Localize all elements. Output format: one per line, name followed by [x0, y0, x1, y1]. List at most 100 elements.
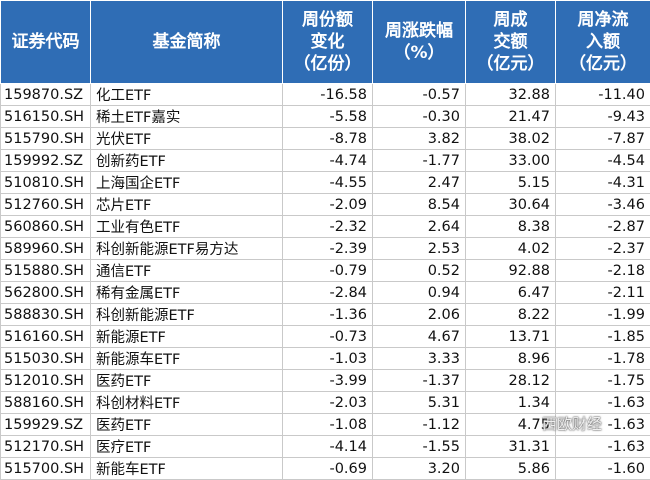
name-cell: 科创新能源ETF易方达: [91, 238, 283, 260]
number-cell: 31.31: [466, 436, 556, 458]
number-cell: -3.99: [283, 370, 373, 392]
header-line: 交额: [466, 31, 555, 53]
name-cell: 稀有金属ETF: [91, 282, 283, 304]
header-line: （亿元）: [556, 53, 650, 75]
number-cell: 4.67: [373, 326, 466, 348]
number-cell: 2.47: [373, 172, 466, 194]
number-cell: 28.12: [466, 370, 556, 392]
name-cell: 通信ETF: [91, 260, 283, 282]
number-cell: -16.58: [283, 84, 373, 106]
number-cell: 5.86: [466, 458, 556, 480]
number-cell: -1.85: [556, 326, 650, 348]
name-cell: 上海国企ETF: [91, 172, 283, 194]
code-cell: 515700.SH: [1, 458, 91, 480]
code-cell: 515030.SH: [1, 348, 91, 370]
number-cell: -3.46: [556, 194, 650, 216]
header-row: 证券代码基金简称周份额变化（亿份）周涨跌幅（%）周成交额（亿元）周净流入额（亿元…: [1, 1, 650, 84]
header-line: （亿元）: [466, 53, 555, 75]
number-cell: -1.37: [373, 370, 466, 392]
code-cell: 560860.SH: [1, 216, 91, 238]
number-cell: 2.06: [373, 304, 466, 326]
number-cell: -0.69: [283, 458, 373, 480]
code-cell: 589960.SH: [1, 238, 91, 260]
number-cell: -1.08: [283, 414, 373, 436]
number-cell: -4.55: [283, 172, 373, 194]
number-cell: 2.64: [373, 216, 466, 238]
number-cell: -2.39: [283, 238, 373, 260]
name-cell: 芯片ETF: [91, 194, 283, 216]
number-cell: -1.36: [283, 304, 373, 326]
name-cell: 医疗ETF: [91, 436, 283, 458]
number-cell: -9.43: [556, 106, 650, 128]
code-cell: 512010.SH: [1, 370, 91, 392]
name-cell: 新能源车ETF: [91, 348, 283, 370]
number-cell: 3.82: [373, 128, 466, 150]
number-cell: 5.15: [466, 172, 556, 194]
number-cell: 8.54: [373, 194, 466, 216]
page: {"table": { "header": [["证券代码"], ["基金简称"…: [0, 0, 650, 444]
number-cell: -4.54: [556, 150, 650, 172]
number-cell: 21.47: [466, 106, 556, 128]
number-cell: -5.58: [283, 106, 373, 128]
name-cell: 光伏ETF: [91, 128, 283, 150]
number-cell: 4.02: [466, 238, 556, 260]
name-cell: 新能源ETF: [91, 326, 283, 348]
number-cell: -1.75: [556, 370, 650, 392]
code-cell: 159870.SZ: [1, 84, 91, 106]
number-cell: -2.84: [283, 282, 373, 304]
number-cell: -2.37: [556, 238, 650, 260]
name-cell: 创新药ETF: [91, 150, 283, 172]
code-cell: 512170.SH: [1, 436, 91, 458]
header-line: 周份额: [283, 9, 372, 31]
number-cell: 13.71: [466, 326, 556, 348]
number-cell: -2.18: [556, 260, 650, 282]
code-cell: 515790.SH: [1, 128, 91, 150]
number-cell: -1.63: [556, 392, 650, 414]
header-line: （亿份）: [283, 53, 372, 75]
number-cell: -2.11: [556, 282, 650, 304]
number-cell: 2.53: [373, 238, 466, 260]
name-cell: 稀土ETF嘉实: [91, 106, 283, 128]
number-cell: 5.31: [373, 392, 466, 414]
code-cell: 515880.SH: [1, 260, 91, 282]
code-cell: 516150.SH: [1, 106, 91, 128]
number-cell: 32.88: [466, 84, 556, 106]
header-line: 入额: [556, 31, 650, 53]
column-header: 周涨跌幅（%）: [373, 1, 466, 84]
header-line: 周成: [466, 9, 555, 31]
number-cell: -11.40: [556, 84, 650, 106]
number-cell: 8.22: [466, 304, 556, 326]
number-cell: 3.20: [373, 458, 466, 480]
code-cell: 562800.SH: [1, 282, 91, 304]
number-cell: -1.03: [283, 348, 373, 370]
code-cell: 159992.SZ: [1, 150, 91, 172]
number-cell: -7.87: [556, 128, 650, 150]
name-cell: 科创新能源ETF: [91, 304, 283, 326]
number-cell: -2.32: [283, 216, 373, 238]
name-cell: 工业有色ETF: [91, 216, 283, 238]
name-cell: 新能车ETF: [91, 458, 283, 480]
number-cell: -0.73: [283, 326, 373, 348]
code-cell: 510810.SH: [1, 172, 91, 194]
code-cell: 159929.SZ: [1, 414, 91, 436]
watermark: 西欧财经: [542, 413, 602, 434]
number-cell: -2.03: [283, 392, 373, 414]
code-cell: 516160.SH: [1, 326, 91, 348]
number-cell: 8.96: [466, 348, 556, 370]
code-cell: 512760.SH: [1, 194, 91, 216]
number-cell: -1.12: [373, 414, 466, 436]
number-cell: 38.02: [466, 128, 556, 150]
